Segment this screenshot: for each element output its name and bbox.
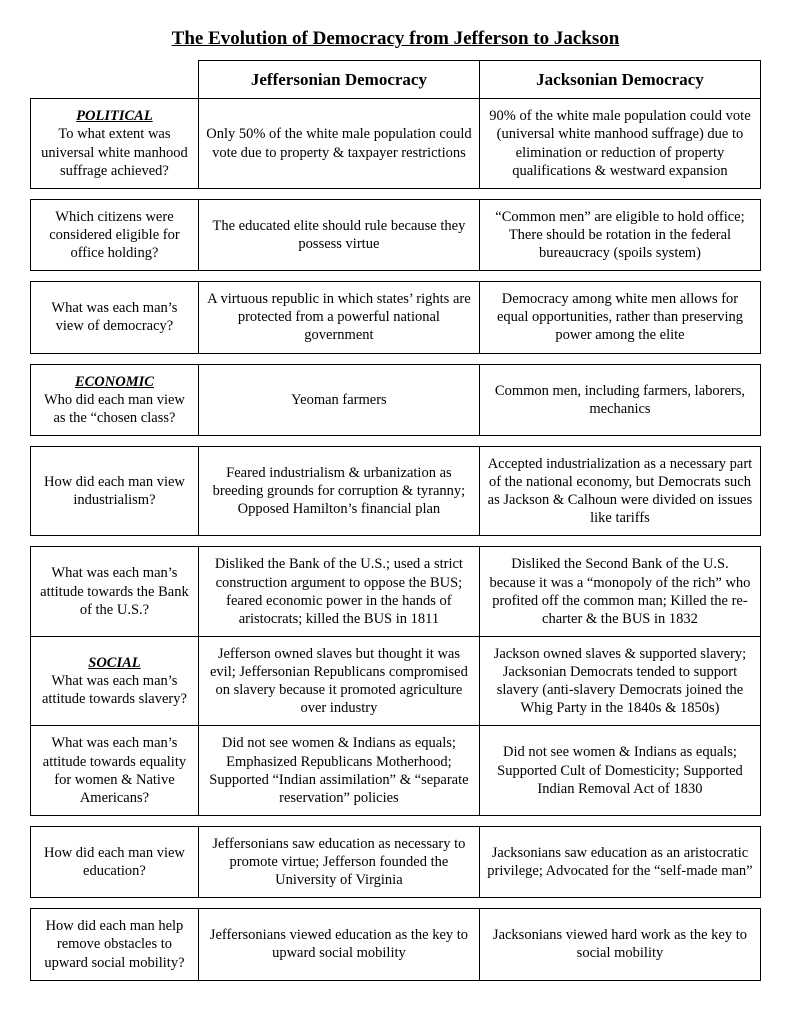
- jackson-cell: Did not see women & Indians as equals; S…: [479, 726, 760, 816]
- section-political: POLITICAL: [38, 107, 191, 125]
- question-text: Who did each man view as the “chosen cla…: [44, 392, 185, 426]
- row-separator: [31, 536, 761, 547]
- table-row: POLITICAL To what extent was universal w…: [31, 99, 761, 189]
- jefferson-cell: Did not see women & Indians as equals; E…: [198, 726, 479, 816]
- jefferson-cell: Only 50% of the white male population co…: [198, 99, 479, 189]
- header-blank: [31, 61, 199, 99]
- row-separator: [31, 271, 761, 282]
- jefferson-cell: A virtuous republic in which states’ rig…: [198, 282, 479, 353]
- jefferson-cell: Jefferson owned slaves but thought it wa…: [198, 636, 479, 726]
- row-separator: [31, 435, 761, 446]
- header-jeffersonian: Jeffersonian Democracy: [198, 61, 479, 99]
- section-economic: ECONOMIC: [38, 373, 191, 391]
- question-cell: What was each man’s attitude towards equ…: [31, 726, 199, 816]
- jackson-cell: Jacksonians saw education as an aristocr…: [479, 826, 760, 897]
- table-row: What was each man’s attitude towards equ…: [31, 726, 761, 816]
- jefferson-cell: Feared industrialism & urbanization as b…: [198, 446, 479, 536]
- table-row: How did each man view industrialism? Fea…: [31, 446, 761, 536]
- question-cell: How did each man view education?: [31, 826, 199, 897]
- table-row: What was each man’s view of democracy? A…: [31, 282, 761, 353]
- question-cell: POLITICAL To what extent was universal w…: [31, 99, 199, 189]
- jefferson-cell: Disliked the Bank of the U.S.; used a st…: [198, 547, 479, 637]
- jackson-cell: Disliked the Second Bank of the U.S. bec…: [479, 547, 760, 637]
- jackson-cell: “Common men” are eligible to hold office…: [479, 199, 760, 270]
- comparison-table: Jeffersonian Democracy Jacksonian Democr…: [30, 60, 761, 981]
- jackson-cell: Common men, including farmers, laborers,…: [479, 364, 760, 435]
- header-jacksonian: Jacksonian Democracy: [479, 61, 760, 99]
- table-row: SOCIAL What was each man’s attitude towa…: [31, 636, 761, 726]
- table-row: ECONOMIC Who did each man view as the “c…: [31, 364, 761, 435]
- question-cell: What was each man’s attitude towards the…: [31, 547, 199, 637]
- table-row: Which citizens were considered eligible …: [31, 199, 761, 270]
- jackson-cell: Jackson owned slaves & supported slavery…: [479, 636, 760, 726]
- jefferson-cell: Yeoman farmers: [198, 364, 479, 435]
- jackson-cell: 90% of the white male population could v…: [479, 99, 760, 189]
- table-row: How did each man help remove obstacles t…: [31, 909, 761, 980]
- question-cell: How did each man view industrialism?: [31, 446, 199, 536]
- jefferson-cell: Jeffersonians viewed education as the ke…: [198, 909, 479, 980]
- row-separator: [31, 353, 761, 364]
- question-cell: ECONOMIC Who did each man view as the “c…: [31, 364, 199, 435]
- row-separator: [31, 815, 761, 826]
- question-cell: SOCIAL What was each man’s attitude towa…: [31, 636, 199, 726]
- jackson-cell: Accepted industrialization as a necessar…: [479, 446, 760, 536]
- question-cell: Which citizens were considered eligible …: [31, 199, 199, 270]
- header-row: Jeffersonian Democracy Jacksonian Democr…: [31, 61, 761, 99]
- table-row: What was each man’s attitude towards the…: [31, 547, 761, 637]
- jackson-cell: Jacksonians viewed hard work as the key …: [479, 909, 760, 980]
- question-text: To what extent was universal white manho…: [41, 126, 188, 178]
- table-row: How did each man view education? Jeffers…: [31, 826, 761, 897]
- section-social: SOCIAL: [38, 654, 191, 672]
- page-title: The Evolution of Democracy from Jefferso…: [30, 28, 761, 50]
- row-separator: [31, 898, 761, 909]
- question-cell: How did each man help remove obstacles t…: [31, 909, 199, 980]
- jefferson-cell: Jeffersonians saw education as necessary…: [198, 826, 479, 897]
- jackson-cell: Democracy among white men allows for equ…: [479, 282, 760, 353]
- jefferson-cell: The educated elite should rule because t…: [198, 199, 479, 270]
- row-separator: [31, 188, 761, 199]
- question-cell: What was each man’s view of democracy?: [31, 282, 199, 353]
- question-text: What was each man’s attitude towards sla…: [42, 673, 187, 707]
